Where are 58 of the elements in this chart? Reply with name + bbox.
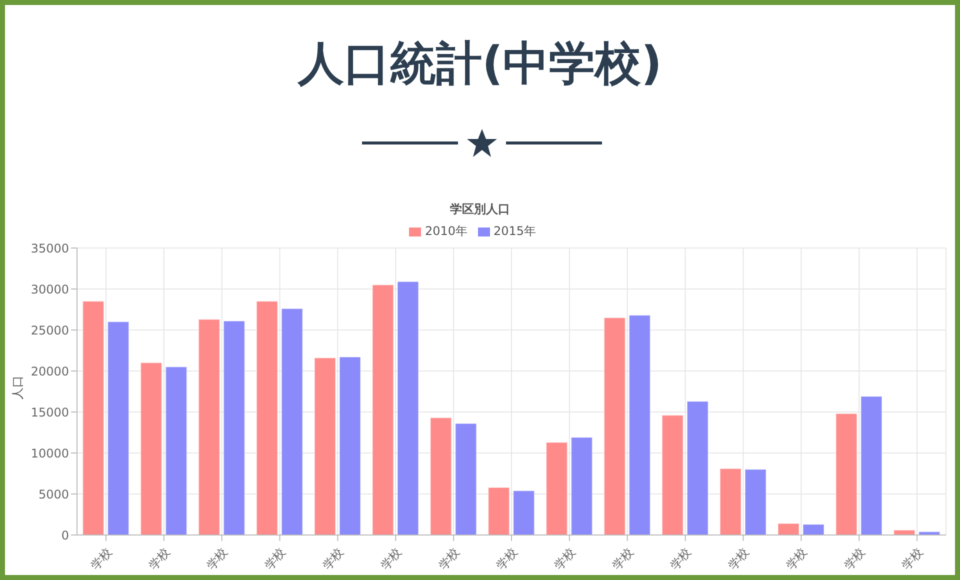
x-tick-label: 学校	[378, 545, 404, 572]
bar	[744, 468, 767, 535]
bar	[256, 300, 278, 535]
bar	[107, 321, 130, 535]
bar	[140, 362, 162, 535]
x-tick-label: 学校	[204, 545, 230, 572]
bar	[198, 318, 220, 535]
bar	[82, 300, 104, 535]
bar	[339, 356, 362, 535]
bar	[720, 468, 742, 535]
bar	[918, 531, 940, 535]
x-tick-label: 学校	[841, 545, 868, 572]
y-tick-label: 35000	[30, 241, 69, 256]
x-tick-label: 学校	[668, 545, 694, 572]
bar	[223, 320, 246, 535]
y-axis-title: 人口	[10, 376, 24, 400]
bar	[777, 523, 800, 535]
bar	[454, 422, 477, 535]
bar	[512, 490, 535, 535]
x-tick-label: 学校	[783, 545, 810, 572]
x-tick-label: 学校	[146, 545, 172, 572]
bar	[488, 486, 510, 535]
bar	[686, 400, 709, 535]
bar	[396, 281, 419, 535]
x-tick-label: 学校	[262, 545, 288, 572]
bar	[372, 284, 394, 535]
bar	[628, 314, 651, 535]
x-tick-label: 学校	[436, 545, 462, 572]
bar	[430, 417, 452, 535]
y-tick-label: 25000	[30, 323, 69, 338]
y-tick-label: 20000	[30, 364, 69, 378]
bar	[314, 357, 336, 535]
x-tick-label: 学校	[320, 545, 346, 572]
y-tick-label: 0	[61, 528, 69, 542]
bar	[281, 308, 304, 535]
y-tick-label: 30000	[30, 282, 69, 296]
chart-subtitle: 学区別人口	[449, 201, 511, 218]
x-tick-label: 学校	[899, 545, 926, 572]
bar	[604, 317, 626, 535]
bar	[802, 524, 824, 535]
bar	[570, 436, 593, 535]
x-tick-label: 学校	[552, 545, 578, 572]
bar	[835, 413, 858, 535]
x-tick-label: 学校	[88, 545, 114, 572]
chart-title: 人口統計(中学校)	[296, 35, 664, 92]
bar	[893, 530, 916, 535]
legend-label: 2010年	[424, 224, 468, 238]
bar	[662, 414, 684, 535]
x-tick-label: 学校	[494, 545, 520, 572]
bar	[165, 366, 188, 535]
legend-label: 2015年	[494, 224, 536, 238]
y-tick-label: 5000	[38, 487, 69, 502]
bar	[860, 396, 882, 535]
bar	[546, 442, 568, 535]
y-tick-label: 10000	[30, 446, 69, 460]
x-tick-label: 学校	[726, 545, 752, 572]
y-tick-label: 15000	[30, 405, 69, 420]
x-tick-label: 学校	[610, 545, 636, 572]
